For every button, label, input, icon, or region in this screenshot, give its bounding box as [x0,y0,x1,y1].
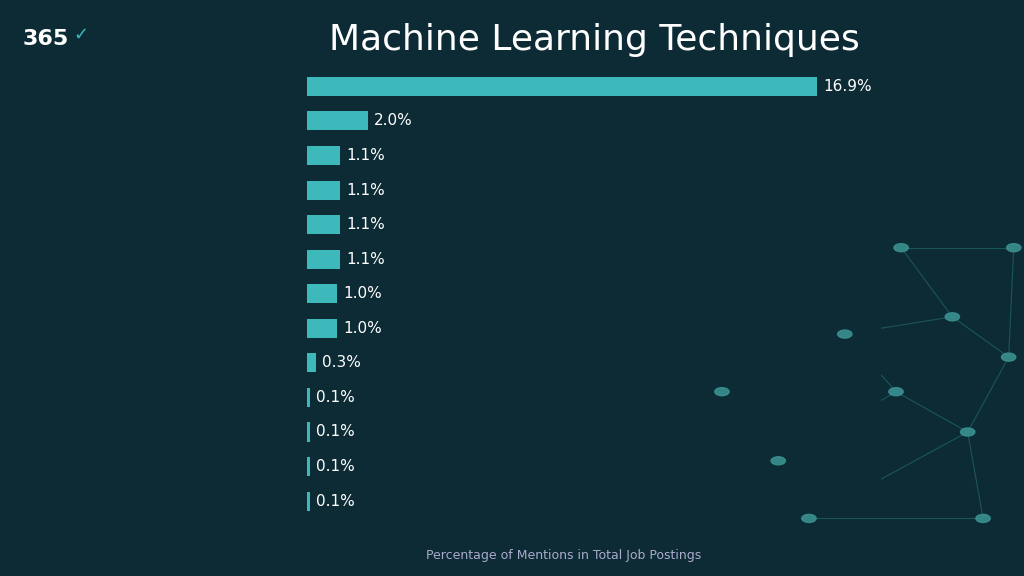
Bar [307,250,340,268]
Text: Percentage of Mentions in Total Job Postings: Percentage of Mentions in Total Job Post… [426,548,700,562]
Text: 2.0%: 2.0% [374,113,413,128]
Text: 0.1%: 0.1% [316,494,355,509]
Bar [307,423,310,442]
Bar [307,353,316,373]
Text: 0.1%: 0.1% [316,390,355,405]
Bar [307,388,310,407]
Text: 0.1%: 0.1% [316,459,355,474]
Title: Machine Learning Techniques: Machine Learning Techniques [329,22,859,56]
Text: 1.1%: 1.1% [346,148,385,163]
Bar [307,181,340,200]
Text: 1.1%: 1.1% [346,252,385,267]
Bar [307,77,817,96]
Text: 1.1%: 1.1% [346,183,385,198]
Text: ✓: ✓ [74,26,89,44]
Text: 1.1%: 1.1% [346,217,385,232]
Bar [307,215,340,234]
Text: 0.3%: 0.3% [323,355,361,370]
Text: 365: 365 [23,29,69,49]
Text: 0.1%: 0.1% [316,425,355,439]
Bar [307,284,337,303]
Bar [307,112,368,131]
Text: 1.0%: 1.0% [343,321,382,336]
Bar [307,492,310,511]
Text: 16.9%: 16.9% [823,79,871,94]
Bar [307,146,340,165]
Bar [307,457,310,476]
Bar [307,319,337,338]
Text: 1.0%: 1.0% [343,286,382,301]
